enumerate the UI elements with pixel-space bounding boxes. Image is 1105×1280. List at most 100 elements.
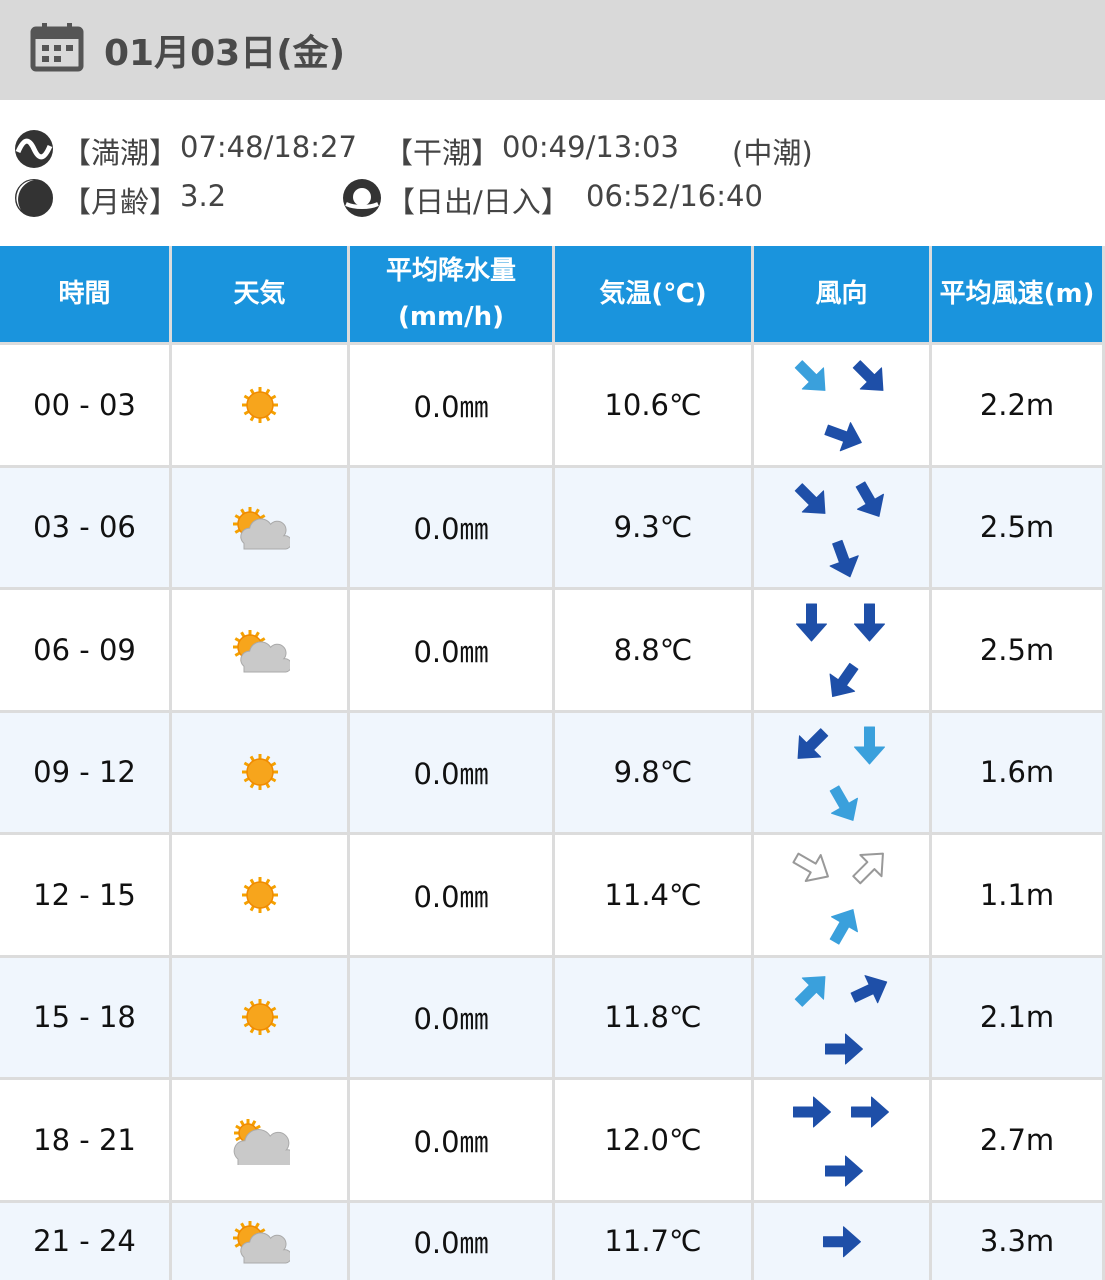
sunrise-sunset: 06:52/16:40 [586, 179, 763, 213]
header-cell: 気温(℃) [555, 246, 751, 342]
table-cell: 09 - 12 [0, 712, 169, 832]
high-tide: 07:48/18:27 [180, 130, 357, 164]
header-text: 時間 [58, 279, 111, 309]
temperature: 11.8℃ [604, 1000, 702, 1035]
temperature: 8.8℃ [613, 632, 693, 667]
weather-icon [232, 629, 290, 673]
sun-ray [243, 1022, 249, 1028]
table-cell [754, 590, 929, 710]
precipitation: 0.0㎜ [413, 1124, 489, 1159]
sun-ray [259, 636, 265, 643]
sun-ray [264, 905, 270, 912]
weather-icon [241, 754, 278, 791]
header-text: 平均風速(m) [939, 279, 1095, 309]
table-cell: 2.5m [932, 467, 1102, 587]
table-cell: 2.1m [932, 957, 1102, 1077]
sun-ray [243, 1006, 249, 1013]
sun-ray [254, 508, 260, 515]
time: 21 - 24 [33, 1224, 136, 1259]
sun-ray [264, 878, 270, 885]
wind-arrow [852, 360, 884, 391]
wind-speed: 2.2m [979, 387, 1055, 422]
wind-arrow [852, 852, 884, 885]
wind-arrow [854, 726, 885, 764]
date-bar: 01月03日(金) [0, 0, 1105, 100]
table-cell [754, 1080, 929, 1200]
wind-arrow [825, 1155, 863, 1187]
sun-ray [270, 899, 276, 906]
sun-ray [270, 1006, 276, 1013]
table-cell: 0.0㎜ [350, 957, 552, 1077]
table-cell: 12 - 15 [0, 835, 169, 955]
table-cell [172, 1202, 347, 1280]
table-cell: 10.6℃ [555, 345, 751, 465]
sun-ray [249, 755, 255, 762]
sun-ray [259, 514, 265, 520]
table-cell: 0.0㎜ [350, 1080, 552, 1200]
header-text: (mm/h) [398, 302, 504, 332]
table-cell: 2.7m [932, 1080, 1102, 1200]
table-cell: 9.8℃ [555, 712, 751, 832]
sun-ray [249, 878, 255, 885]
time: 18 - 21 [33, 1122, 136, 1157]
table-cell [172, 345, 347, 465]
sun-ray [270, 761, 276, 768]
precipitation: 0.0㎜ [413, 757, 489, 792]
sun-disc [245, 391, 274, 419]
precipitation: 0.0㎜ [413, 1002, 489, 1037]
precipitation: 0.0㎜ [413, 634, 489, 669]
cloud [239, 641, 290, 673]
sun-ray [254, 1222, 260, 1229]
wind-speed: 2.7m [979, 1122, 1055, 1157]
cloud [239, 1232, 290, 1264]
sun-ray [243, 394, 249, 400]
wind-arrow [792, 852, 829, 882]
tide-icon [15, 130, 53, 168]
low-tide-label: 【干潮】 [384, 136, 501, 170]
sun-ray [243, 777, 249, 783]
wind-icons [793, 1096, 889, 1187]
wind-arrow [794, 482, 826, 514]
header-text: 風向 [815, 279, 868, 309]
time: 09 - 12 [33, 755, 136, 790]
header-text: 気温(℃) [599, 279, 707, 309]
sun-ray [249, 388, 255, 395]
wind-arrow [829, 539, 859, 577]
sun-ray [239, 1222, 245, 1229]
wind-arrow [794, 360, 826, 391]
wind-arrow [824, 422, 862, 452]
sun-ray [264, 782, 270, 789]
table-cell [172, 835, 347, 955]
precipitation: 0.0㎜ [413, 1226, 489, 1261]
sun-ray [249, 1000, 255, 1007]
wind-arrow [850, 974, 888, 1003]
table-cell: 18 - 21 [0, 1080, 169, 1200]
temperature: 11.7℃ [604, 1224, 702, 1259]
moon-age: 3.2 [180, 179, 227, 213]
temperature: 9.8℃ [613, 755, 693, 790]
wind-icons [792, 852, 884, 945]
sun-ray [249, 782, 255, 789]
wind-speed: 2.5m [979, 510, 1055, 545]
temperature: 12.0℃ [604, 1122, 702, 1157]
wind-speed: 2.5m [979, 632, 1055, 667]
table-cell: 11.7℃ [555, 1202, 751, 1280]
wind-arrow [854, 603, 885, 642]
table-cell: 3.3m [932, 1202, 1102, 1280]
header-cell: 風向 [754, 246, 929, 342]
header-cell: 平均降水量 (mm/h) [350, 246, 552, 342]
weather-icon [232, 1221, 290, 1264]
table-cell: 0.0㎜ [350, 712, 552, 832]
cloud [239, 518, 290, 550]
wind-arrow [825, 1033, 863, 1064]
sun-disc [245, 1003, 274, 1031]
header-text: 天気 [233, 279, 286, 309]
time: 06 - 09 [33, 632, 136, 667]
sun-ray [243, 899, 249, 906]
weather-icon [241, 999, 278, 1036]
precipitation: 0.0㎜ [413, 879, 489, 914]
wind-icons [823, 1225, 861, 1257]
time: 15 - 18 [33, 1000, 136, 1035]
sun-ray [254, 631, 260, 638]
